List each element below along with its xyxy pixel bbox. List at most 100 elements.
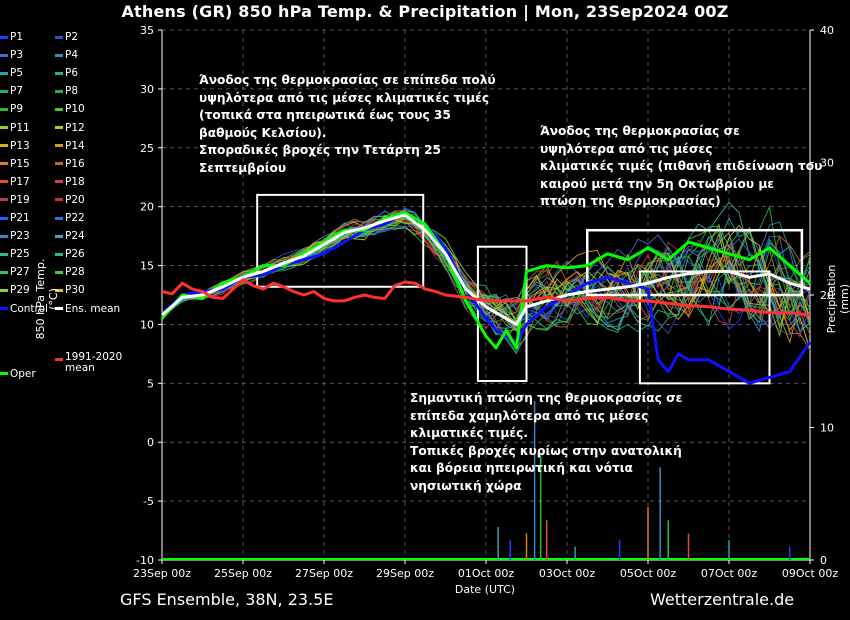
annotation-line: Σποραδικές βροχές την Τετάρτη 25 bbox=[199, 143, 442, 157]
legend-label: P20 bbox=[65, 193, 85, 206]
legend-item: P17 bbox=[0, 175, 30, 189]
legend-swatch bbox=[0, 107, 8, 111]
legend-item: P11 bbox=[0, 121, 30, 135]
y-tick-label: 30 bbox=[140, 83, 154, 96]
legend-label: P5 bbox=[10, 67, 24, 80]
legend-swatch bbox=[0, 53, 8, 57]
legend-swatch bbox=[55, 35, 63, 39]
legend-swatch bbox=[0, 252, 8, 256]
legend-item: P22 bbox=[55, 211, 85, 225]
legend-item: P24 bbox=[55, 229, 85, 243]
legend-item: P2 bbox=[55, 30, 78, 44]
y2-tick-label: 20 bbox=[820, 289, 834, 302]
y-tick-label: 5 bbox=[147, 377, 154, 390]
legend-item: P26 bbox=[55, 247, 85, 261]
series-line-1991-2020-mean bbox=[161, 278, 811, 317]
x-tick-label: 01Oct 00z bbox=[458, 567, 515, 580]
annotation-line: επίπεδα χαμηλότερα από τις μέσες bbox=[410, 408, 649, 423]
annotation-line: υψηλότερα από τις μέσες κλιματικές τιμές bbox=[199, 90, 490, 105]
legend-item: P30 bbox=[55, 283, 85, 297]
legend-label: P25 bbox=[10, 248, 30, 261]
x-tick-label: 25Sep 00z bbox=[214, 567, 272, 580]
legend-item: P4 bbox=[55, 48, 78, 62]
annotation-line: Άνοδος της θερμοκρασίας σε bbox=[540, 124, 740, 138]
annotation-line: (τοπικά στα ηπειρωτικά έως τους 35 bbox=[199, 108, 451, 122]
annotation-warm-period: Άνοδος της θερμοκρασίας σε επίπεδα πολύ υ… bbox=[199, 72, 496, 177]
legend-item: P5 bbox=[0, 66, 23, 80]
annotation-cold-drop: Σημαντική πτώση της θερμοκρασίας σε επίπε… bbox=[410, 390, 682, 495]
legend-item: P25 bbox=[0, 247, 30, 261]
annotation-line: Τοπικές βροχές κυρίως στην ανατολική bbox=[410, 443, 682, 458]
y-tick-label: 35 bbox=[140, 24, 154, 37]
legend-label: P19 bbox=[10, 193, 30, 206]
legend-swatch bbox=[0, 198, 8, 202]
legend-label: P27 bbox=[10, 266, 30, 279]
legend-swatch bbox=[55, 126, 63, 129]
legend-swatch bbox=[55, 89, 63, 93]
legend-item: P14 bbox=[55, 139, 85, 153]
y2-tick-label: 10 bbox=[820, 422, 834, 435]
legend-swatch bbox=[0, 126, 8, 129]
legend-swatch bbox=[55, 144, 63, 148]
legend-item: P20 bbox=[55, 193, 85, 207]
legend-swatch bbox=[55, 107, 63, 111]
y2-tick-label: 40 bbox=[820, 24, 834, 37]
legend-label: P18 bbox=[65, 175, 85, 188]
legend-swatch bbox=[55, 307, 63, 310]
legend-label: P9 bbox=[10, 103, 24, 116]
legend-item: P7 bbox=[0, 84, 23, 98]
annotation-line: υψηλότερα από τις μέσες bbox=[540, 141, 713, 156]
legend-swatch bbox=[0, 162, 8, 166]
legend-label: P1 bbox=[10, 31, 24, 43]
legend-swatch bbox=[0, 372, 8, 376]
legend-item: P6 bbox=[55, 66, 78, 80]
legend-label: P26 bbox=[65, 248, 85, 261]
x-tick-label: 07Oct 00z bbox=[701, 567, 758, 580]
y-tick-label: 20 bbox=[140, 201, 154, 214]
legend-label: P11 bbox=[10, 121, 30, 134]
legend-swatch bbox=[0, 144, 8, 148]
legend-swatch bbox=[55, 180, 63, 184]
chart-title: Athens (GR) 850 hPa Temp. & Precipitatio… bbox=[121, 2, 729, 21]
legend-item: P21 bbox=[0, 211, 30, 225]
legend-label: Oper bbox=[10, 367, 36, 380]
highlight-box bbox=[256, 193, 425, 288]
legend-item: Ens. mean bbox=[55, 302, 120, 316]
legend-swatch bbox=[55, 216, 63, 220]
legend-label: P3 bbox=[10, 49, 24, 62]
footer-model: GFS Ensemble, 38N, 23.5E bbox=[120, 590, 334, 609]
y-tick-label: 25 bbox=[140, 142, 154, 155]
legend-item: P10 bbox=[55, 102, 85, 116]
x-tick-label: 09Oct 00z bbox=[782, 567, 839, 580]
legend-item: P3 bbox=[0, 48, 23, 62]
footer-source: Wetterzentrale.de bbox=[650, 590, 795, 609]
legend-label: P30 bbox=[65, 284, 85, 297]
legend-label: P22 bbox=[65, 212, 85, 224]
legend-label: P21 bbox=[10, 212, 30, 224]
legend-swatch bbox=[55, 288, 63, 292]
legend-swatch bbox=[0, 270, 8, 274]
annotation-line: Σεπτεμβρίου bbox=[199, 160, 287, 175]
x-tick-label: 29Sep 00z bbox=[376, 567, 434, 580]
legend-label: P23 bbox=[10, 230, 30, 243]
annotation-line: Σημαντική πτώση της θερμοκρασίας σε bbox=[410, 391, 683, 405]
legend-label: P2 bbox=[65, 31, 79, 43]
legend-label: P8 bbox=[65, 85, 79, 98]
legend-swatch bbox=[0, 89, 8, 93]
legend-item: Control bbox=[0, 302, 48, 316]
legend-label: Control bbox=[10, 302, 48, 315]
legend-item: P23 bbox=[0, 229, 30, 243]
legend-label: P13 bbox=[10, 139, 30, 152]
legend-swatch bbox=[55, 357, 63, 361]
legend-swatch bbox=[0, 234, 8, 238]
annotation-line: καιρού μετά την 5η Οκτωβρίου με bbox=[540, 176, 775, 191]
annotation-line: Άνοδος της θερμοκρασίας σε επίπεδα πολύ bbox=[199, 73, 496, 87]
legend-swatch bbox=[0, 180, 8, 184]
legend-item: P13 bbox=[0, 139, 30, 153]
annotation-line: νησιωτική χώρα bbox=[410, 478, 522, 493]
legend-label: P10 bbox=[65, 103, 85, 116]
legend-swatch bbox=[55, 162, 63, 166]
legend-label: P17 bbox=[10, 175, 30, 188]
series-line-ens-mean bbox=[161, 213, 811, 326]
